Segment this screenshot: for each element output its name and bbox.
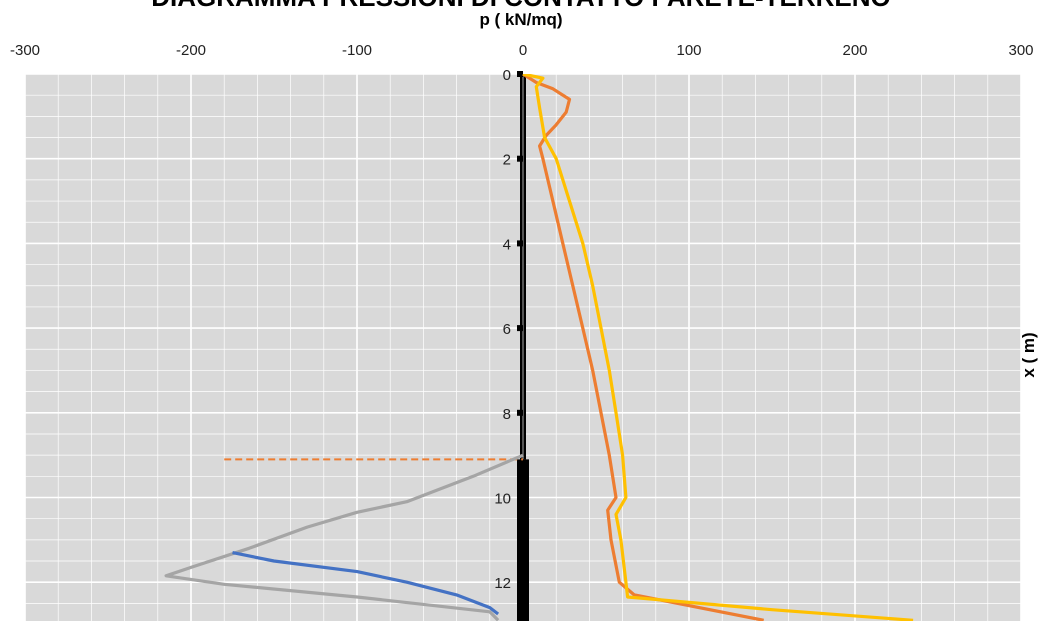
x-tick-label: 0 <box>519 42 527 59</box>
x-tick-label: -100 <box>342 42 372 59</box>
y-tick-mark <box>517 155 523 162</box>
y-tick-label: 2 <box>503 152 511 169</box>
x-axis-label: p ( kN/mq) <box>479 10 562 29</box>
plot-area: -300 -200 -100 0 100 200 300 0 2 4 6 8 10 12 <box>10 42 1034 621</box>
y-tick-mark <box>517 409 523 416</box>
y-tick-mark <box>517 579 523 586</box>
y-tick-label: 12 <box>494 575 511 592</box>
y-tick-label: 0 <box>503 67 511 84</box>
series-line-2 <box>522 74 914 621</box>
x-tick-label: 200 <box>842 42 867 59</box>
wall-upper-core <box>522 74 524 460</box>
y-tick-label: 4 <box>503 236 511 253</box>
x-tick-label: -200 <box>176 42 206 59</box>
y-tick-label: 8 <box>503 406 511 423</box>
y-tick-mark <box>517 71 523 77</box>
y-tick-label: 10 <box>494 491 511 508</box>
chart-title: DIAGRAMMA PRESSIONI DI CONTATTO PARETE-T… <box>151 0 891 12</box>
series-line-4 <box>232 551 500 616</box>
series-line-3 <box>164 453 524 621</box>
y-tick-label: 6 <box>503 321 511 338</box>
y-tick-mark <box>517 325 523 332</box>
x-tick-label: 300 <box>1008 42 1033 59</box>
series-line-1 <box>522 74 765 621</box>
y-axis-label: x ( m) <box>1019 332 1038 377</box>
y-tick-mark <box>517 494 523 501</box>
wall-lower <box>517 459 529 621</box>
x-tick-label: 100 <box>676 42 701 59</box>
x-tick-label: -300 <box>10 42 40 59</box>
y-tick-mark <box>517 240 523 247</box>
